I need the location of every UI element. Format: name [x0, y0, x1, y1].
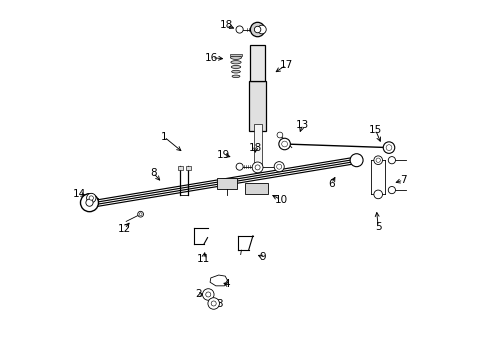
- Circle shape: [236, 163, 243, 170]
- Ellipse shape: [230, 56, 242, 59]
- Circle shape: [87, 193, 96, 203]
- Bar: [186, 166, 191, 170]
- Text: 13: 13: [296, 120, 309, 130]
- Ellipse shape: [232, 75, 240, 78]
- Text: 16: 16: [205, 53, 219, 63]
- Circle shape: [282, 141, 288, 147]
- Bar: [249, 81, 266, 131]
- Circle shape: [388, 157, 395, 164]
- Circle shape: [252, 162, 263, 173]
- Text: 17: 17: [280, 60, 293, 70]
- Bar: [250, 45, 265, 81]
- Text: 7: 7: [400, 175, 407, 185]
- Circle shape: [374, 190, 383, 199]
- Circle shape: [86, 199, 93, 206]
- Circle shape: [383, 142, 395, 153]
- Circle shape: [236, 26, 243, 33]
- Text: 3: 3: [217, 299, 223, 309]
- Bar: [178, 166, 183, 170]
- Circle shape: [250, 22, 265, 37]
- Circle shape: [376, 158, 380, 162]
- Text: 11: 11: [197, 254, 210, 264]
- Ellipse shape: [231, 66, 241, 68]
- Text: 5: 5: [375, 222, 382, 232]
- Ellipse shape: [232, 70, 241, 73]
- Text: 18: 18: [249, 143, 263, 153]
- Circle shape: [277, 164, 282, 169]
- Circle shape: [255, 165, 260, 170]
- Circle shape: [258, 25, 266, 34]
- Text: 9: 9: [260, 252, 266, 262]
- Bar: [254, 124, 262, 167]
- Text: 2: 2: [195, 289, 201, 300]
- Circle shape: [279, 138, 291, 150]
- Text: 18: 18: [220, 20, 233, 30]
- Text: 19: 19: [217, 150, 230, 160]
- Circle shape: [202, 289, 214, 300]
- Text: 14: 14: [73, 189, 86, 199]
- Circle shape: [388, 186, 395, 194]
- Bar: [245, 183, 269, 194]
- Text: 4: 4: [224, 279, 230, 289]
- Circle shape: [89, 196, 94, 200]
- Text: 15: 15: [368, 125, 382, 135]
- Bar: [217, 178, 237, 189]
- Polygon shape: [210, 275, 228, 286]
- Ellipse shape: [231, 60, 241, 64]
- Circle shape: [277, 132, 283, 138]
- Circle shape: [208, 298, 220, 309]
- Text: 10: 10: [274, 195, 288, 205]
- Circle shape: [138, 211, 144, 217]
- Circle shape: [274, 162, 284, 172]
- Text: 1: 1: [161, 132, 167, 142]
- Text: 12: 12: [118, 224, 131, 234]
- Text: 8: 8: [150, 168, 156, 178]
- Circle shape: [139, 213, 142, 216]
- Circle shape: [254, 26, 261, 33]
- Bar: [230, 54, 242, 56]
- Circle shape: [211, 301, 216, 306]
- Circle shape: [374, 156, 383, 165]
- Circle shape: [80, 194, 98, 212]
- Circle shape: [206, 292, 211, 297]
- Circle shape: [350, 154, 363, 167]
- Text: 6: 6: [328, 179, 335, 189]
- Circle shape: [386, 145, 392, 150]
